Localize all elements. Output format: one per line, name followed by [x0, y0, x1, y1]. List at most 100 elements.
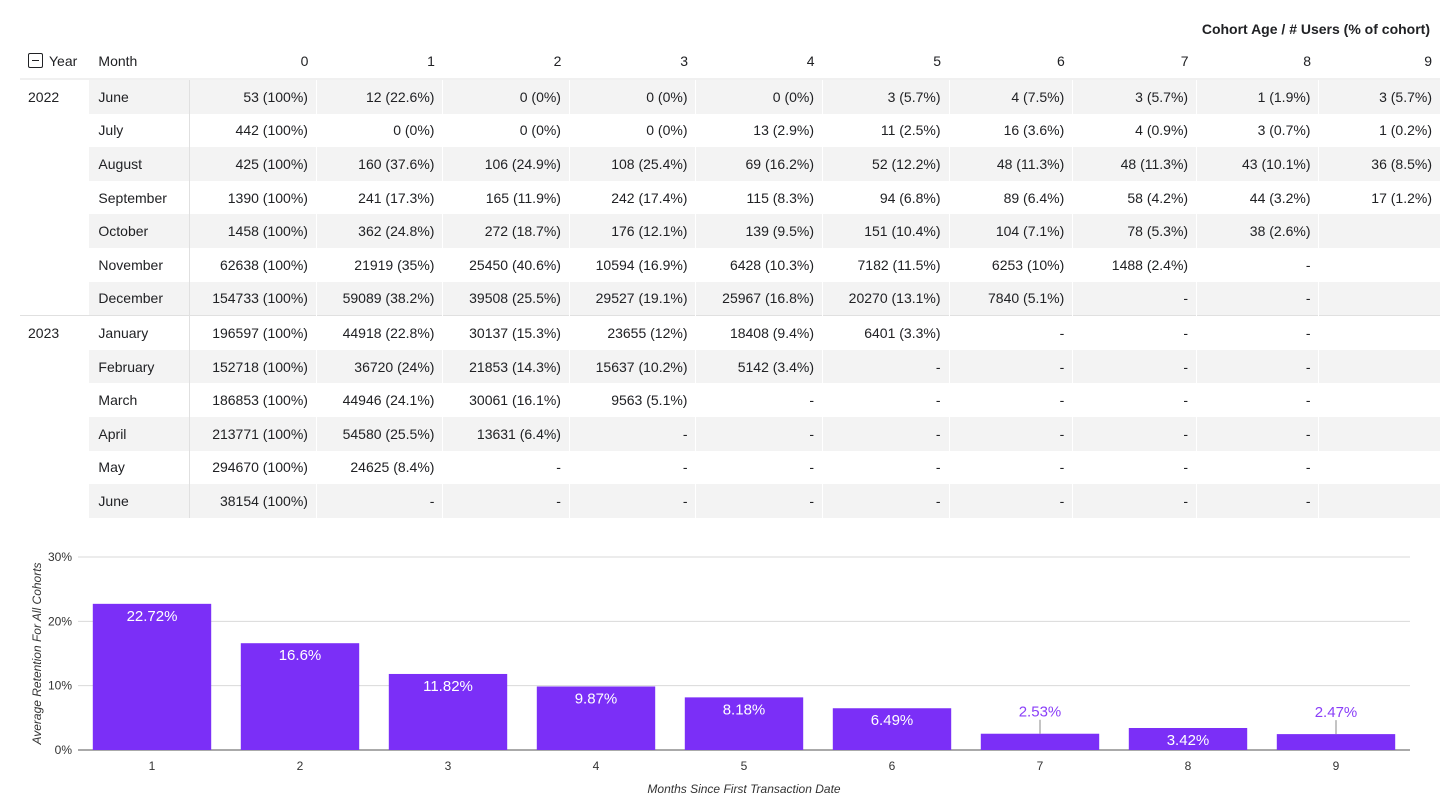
column-header[interactable]: 0 [189, 44, 317, 80]
y-tick-label: 30% [48, 550, 72, 564]
bar [92, 603, 212, 750]
table-cell: 23655 (12%) [568, 315, 696, 350]
table-cell [1318, 214, 1440, 248]
table-cell: 1488 (2.4%) [1072, 247, 1197, 282]
table-cell: - [695, 484, 823, 518]
table-cell: 21919 (35%) [315, 247, 443, 282]
table-cell [1318, 281, 1440, 316]
column-header[interactable]: 9 [1318, 44, 1440, 80]
y-tick-label: 10% [48, 679, 72, 693]
x-tick-label: 2 [297, 759, 304, 773]
table-cell: 152718 (100%) [188, 349, 317, 384]
table-cell: - [1072, 484, 1197, 518]
year-cell [20, 214, 89, 248]
table-cell: 36720 (24%) [315, 349, 443, 384]
table-cell: 294670 (100%) [188, 450, 317, 485]
column-header[interactable]: 2 [442, 44, 570, 80]
table-cell: - [822, 450, 950, 485]
table-cell: 242 (17.4%) [568, 180, 696, 215]
table-cell: 5142 (3.4%) [695, 349, 823, 384]
table-cell: 44918 (22.8%) [315, 315, 443, 350]
table-cell: - [1196, 416, 1319, 451]
table-cell: - [695, 383, 823, 417]
table-cell: - [695, 416, 823, 451]
month-cell: March [98, 392, 138, 409]
column-header[interactable]: 3 [569, 44, 696, 80]
table-cell: 15637 (10.2%) [568, 349, 696, 384]
x-tick-label: 4 [593, 759, 600, 773]
column-header[interactable]: 1 [316, 44, 443, 80]
table-cell: 20270 (13.1%) [822, 281, 950, 316]
table-row: May 294670 (100%) 24625 (8.4%) - - - - - - - [20, 450, 1440, 485]
column-header[interactable]: 8 [1196, 44, 1319, 80]
table-cell: 6401 (3.3%) [822, 315, 950, 350]
table-cell: 3 (5.7%) [1318, 78, 1440, 114]
table-cell: - [1196, 349, 1319, 384]
year-cell: 2023 [20, 315, 90, 350]
table-cell: - [1072, 315, 1197, 350]
bar-value-label: 8.18% [723, 701, 766, 718]
year-cell [20, 248, 89, 282]
table-cell: 154733 (100%) [188, 281, 317, 316]
table-cell: 165 (11.9%) [442, 180, 570, 215]
table-cell: - [1072, 383, 1197, 417]
table-cell: 1458 (100%) [188, 214, 317, 248]
table-cell: 21853 (14.3%) [442, 349, 570, 384]
month-cell: September [98, 189, 167, 206]
x-tick-label: 7 [1037, 759, 1044, 773]
table-cell: 3 (5.7%) [822, 78, 950, 114]
year-header[interactable]: Year [20, 44, 90, 80]
table-cell: 59089 (38.2%) [315, 281, 443, 316]
collapse-icon[interactable] [28, 53, 43, 68]
month-cell: May [98, 459, 125, 476]
table-cell: 272 (18.7%) [442, 214, 570, 248]
table-cell [1318, 450, 1440, 485]
table-cell: 48 (11.3%) [948, 147, 1073, 181]
table-cell: 115 (8.3%) [695, 180, 823, 215]
table-cell: 0 (0%) [568, 113, 696, 148]
table-cell: - [568, 484, 696, 518]
bar [832, 708, 952, 750]
table-cell: 7840 (5.1%) [948, 281, 1073, 316]
table-cell: 4 (7.5%) [948, 78, 1073, 114]
table-cell: 16 (3.6%) [948, 113, 1073, 148]
table-cell: 25967 (16.8%) [695, 281, 823, 316]
table-cell: 196597 (100%) [188, 315, 317, 350]
table-cell: 0 (0%) [695, 78, 823, 114]
year-cell [20, 114, 89, 148]
table-cell: - [1072, 450, 1197, 485]
table-cell: - [1196, 247, 1319, 282]
table-cell: 10594 (16.9%) [568, 247, 696, 282]
table-cell: - [695, 450, 823, 485]
column-header[interactable]: 7 [1072, 44, 1197, 80]
table-cell: - [1072, 416, 1197, 451]
column-header[interactable]: 6 [949, 44, 1073, 80]
table-cell: 38154 (100%) [188, 484, 317, 518]
table-cell: 89 (6.4%) [948, 180, 1073, 215]
table-row: 2023 January 196597 (100%) 44918 (22.8%) 301… [20, 315, 1440, 350]
table-cell: - [948, 416, 1073, 451]
table-cell: 6428 (10.3%) [695, 247, 823, 282]
bar-value-label: 22.72% [127, 608, 178, 625]
month-cell: April [89, 416, 190, 451]
table-cell: 30137 (15.3%) [442, 315, 570, 350]
table-cell: 4 (0.9%) [1072, 113, 1197, 148]
bar-value-label: 9.87% [575, 691, 618, 708]
table-row: October 1458 (100%) 362 (24.8%) 272 (18.7%)… [20, 214, 1440, 248]
column-header[interactable]: 4 [695, 44, 823, 80]
table-cell: 1390 (100%) [188, 180, 317, 215]
table-cell [1318, 416, 1440, 451]
table-cell: - [822, 484, 950, 518]
year-cell [20, 484, 89, 518]
table-cell: 151 (10.4%) [822, 214, 950, 248]
table-cell: 24625 (8.4%) [315, 450, 443, 485]
column-header[interactable]: 5 [822, 44, 950, 80]
table-cell: - [948, 349, 1073, 384]
x-tick-label: 6 [889, 759, 896, 773]
table-row: July 442 (100%) 0 (0%) 0 (0%) 0 (0%) 13 (2.9%… [20, 113, 1440, 148]
x-tick-label: 8 [1185, 759, 1192, 773]
table-cell: 13631 (6.4%) [442, 416, 570, 451]
bar-value-label: 6.49% [871, 712, 914, 729]
month-cell: February [89, 349, 190, 384]
month-header[interactable]: Month [89, 44, 190, 80]
